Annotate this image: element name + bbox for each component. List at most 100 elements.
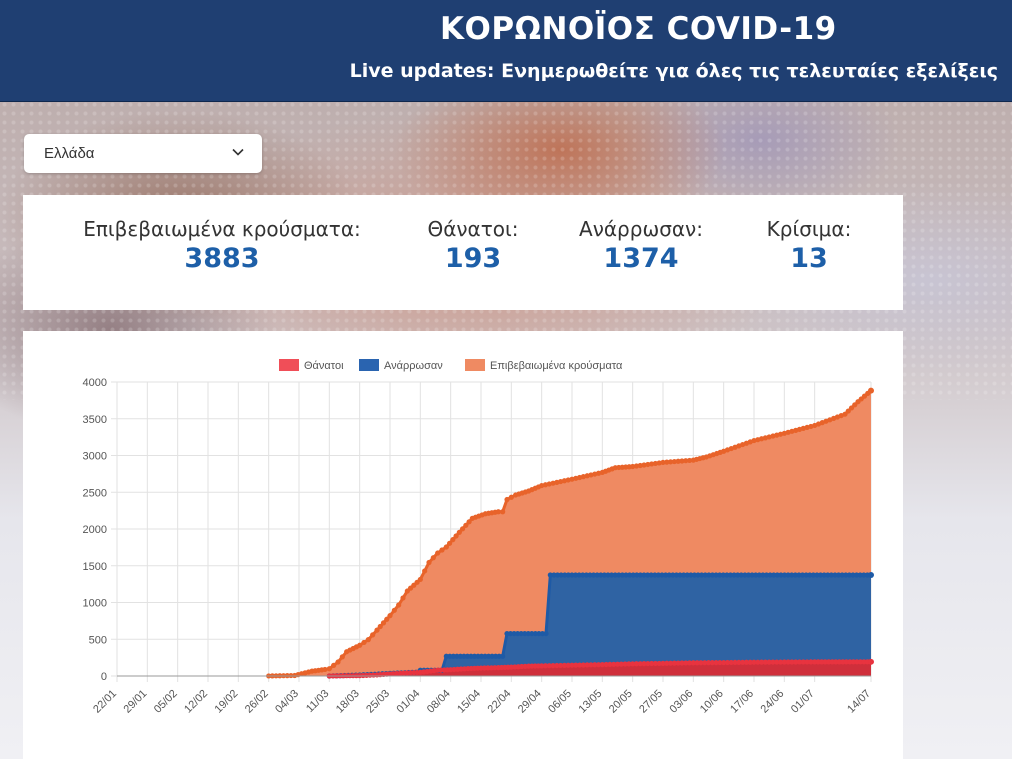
x-tick-label: 06/05 — [546, 688, 574, 716]
point-recovered — [821, 572, 827, 578]
point-confirmed — [400, 595, 406, 601]
point-deaths — [641, 661, 647, 667]
point-recovered — [655, 572, 662, 578]
point-deaths — [630, 661, 636, 667]
y-tick-label: 3000 — [83, 451, 107, 463]
point-deaths — [705, 660, 712, 666]
point-recovered — [731, 572, 737, 578]
chart-card: 0 500 1000 1500 2000 2500 3000 3500 4000 22/01 29… — [23, 331, 903, 759]
point-recovered — [666, 572, 672, 578]
point-recovered — [846, 572, 852, 578]
stat-confirmed-value: 3883 — [184, 243, 260, 274]
chart-legend: Θάνατοι Ανάρρωσαν Επιβεβαιωμένα κρούσματα — [279, 359, 623, 372]
point-deaths — [622, 661, 628, 667]
point-deaths — [539, 663, 545, 669]
point-confirmed — [633, 463, 640, 469]
point-confirmed — [361, 639, 367, 646]
point-recovered — [825, 572, 831, 578]
point-deaths — [633, 661, 640, 667]
point-deaths — [724, 659, 731, 666]
point-confirmed — [443, 544, 449, 550]
x-tick-label: 29/04 — [516, 688, 544, 716]
point-confirmed — [868, 387, 874, 394]
point-confirmed — [426, 559, 432, 566]
point-deaths — [686, 660, 693, 666]
point-confirmed — [660, 459, 666, 466]
point-deaths — [569, 662, 575, 668]
point-recovered — [681, 572, 687, 578]
x-tick-label: 20/05 — [607, 688, 635, 716]
point-recovered — [688, 572, 694, 578]
point-confirmed — [335, 659, 341, 665]
point-recovered — [774, 572, 780, 578]
point-recovered — [619, 572, 625, 578]
point-confirmed — [439, 547, 445, 553]
stat-recovered-value: 1374 — [603, 243, 679, 274]
point-deaths — [664, 660, 670, 666]
point-confirmed — [842, 411, 848, 417]
point-confirmed — [504, 496, 510, 503]
point-deaths — [558, 662, 564, 669]
x-tick-label: 29/01 — [122, 688, 150, 716]
point-confirmed — [667, 459, 674, 465]
legend-label-deaths: Θάνατοι — [304, 360, 344, 372]
point-deaths — [550, 663, 556, 669]
y-tick-label: 4000 — [83, 377, 107, 389]
point-recovered — [594, 572, 600, 578]
y-tick-label: 1000 — [83, 598, 107, 610]
point-deaths — [611, 661, 617, 667]
country-dropdown[interactable]: Ελλάδα — [24, 134, 262, 173]
point-confirmed — [456, 529, 462, 535]
point-recovered — [828, 572, 834, 578]
point-confirmed — [463, 522, 469, 528]
point-deaths — [573, 662, 579, 668]
point-recovered — [670, 572, 676, 578]
stat-confirmed: Επιβεβαιωμένα κρούσματα: 3883 — [67, 217, 377, 274]
point-deaths — [800, 659, 806, 665]
point-confirmed — [630, 463, 636, 470]
point-deaths — [743, 659, 750, 665]
point-recovered — [673, 572, 680, 578]
point-deaths — [774, 659, 780, 665]
point-deaths — [698, 660, 704, 666]
point-recovered — [771, 572, 777, 578]
point-deaths — [796, 659, 803, 665]
legend-swatch-deaths — [279, 359, 299, 371]
legend-label-confirmed: Επιβεβαιωμένα κρούσματα — [490, 360, 623, 372]
point-recovered — [807, 572, 813, 578]
point-confirmed — [649, 461, 655, 467]
point-deaths — [781, 659, 787, 665]
point-recovered — [659, 572, 665, 578]
point-confirmed — [495, 509, 501, 515]
point-recovered — [857, 572, 863, 578]
point-recovered — [684, 572, 690, 578]
point-recovered — [799, 572, 806, 578]
point-deaths — [717, 659, 723, 666]
point-recovered — [760, 572, 766, 578]
x-tick-label: 04/03 — [273, 688, 301, 716]
point-recovered — [702, 572, 708, 578]
point-confirmed — [664, 459, 670, 465]
point-recovered — [810, 572, 816, 578]
point-deaths — [546, 663, 552, 669]
x-tick-label: 11/03 — [304, 688, 331, 715]
point-recovered — [616, 572, 622, 578]
point-deaths — [645, 660, 651, 667]
point-deaths — [766, 659, 772, 665]
point-confirmed — [380, 620, 387, 626]
point-recovered — [645, 572, 651, 578]
point-confirmed — [370, 632, 376, 638]
y-tick-label: 2500 — [83, 487, 107, 499]
stat-critical: Κρίσιμα: 13 — [753, 217, 865, 274]
point-deaths — [762, 659, 768, 665]
point-deaths — [694, 660, 700, 666]
x-tick-label: 10/06 — [698, 688, 726, 716]
point-recovered — [634, 572, 640, 578]
header-banner: ΚΟΡΩΝΟΪΟΣ COVID-19 Live updates: Ενημερω… — [0, 0, 1012, 102]
point-confirmed — [500, 509, 506, 515]
y-axis: 0 500 1000 1500 2000 2500 3000 3500 4000 — [83, 377, 107, 683]
point-confirmed — [331, 662, 337, 668]
point-recovered — [843, 572, 849, 578]
point-recovered — [677, 572, 683, 578]
point-confirmed — [656, 460, 662, 466]
